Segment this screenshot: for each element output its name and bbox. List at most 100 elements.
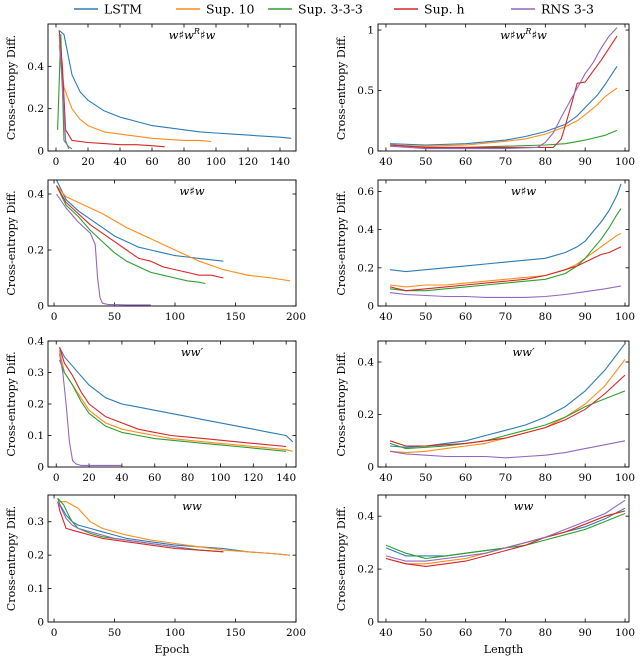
series-line xyxy=(56,185,206,285)
chart-panel: 40 50 60 70 80 90 100 0 0.2 0.4 ww Cross-entropy Di… xyxy=(335,494,635,656)
y-axis-label: Cross-entropy Diff. xyxy=(335,506,348,611)
x-tick-label: 20 xyxy=(82,472,95,484)
legend-label: Sup. 10 xyxy=(206,2,255,17)
x-tick-label: 40 xyxy=(115,472,128,484)
series-line xyxy=(58,353,122,466)
x-tick-label: 40 xyxy=(379,472,392,484)
series-line xyxy=(57,501,291,556)
y-tick-label: 0.3 xyxy=(27,516,44,528)
x-tick-label: 50 xyxy=(419,627,432,639)
x-tick-label: 80 xyxy=(539,156,552,168)
x-axis-label: Epoch xyxy=(155,643,190,656)
series-line xyxy=(58,34,70,150)
x-tick-label: 100 xyxy=(615,156,635,168)
x-tick-label: 60 xyxy=(459,472,472,484)
x-tick-label: 50 xyxy=(419,311,432,323)
x-tick-label: 140 xyxy=(270,156,290,168)
series-line xyxy=(56,185,291,282)
y-axis-label: Cross-entropy Diff. xyxy=(335,35,348,140)
series-line xyxy=(385,499,626,562)
x-tick-label: 70 xyxy=(499,311,512,323)
series-line xyxy=(58,359,287,452)
y-axis-label: Cross-entropy Diff. xyxy=(335,190,348,295)
legend-item: RNS 3-3 xyxy=(511,2,594,17)
x-tick-label: 40 xyxy=(379,311,392,323)
y-tick-label: 0.2 xyxy=(27,550,44,562)
series-line xyxy=(58,30,165,148)
legend-item: Sup. h xyxy=(394,2,465,17)
x-tick-label: 80 xyxy=(177,156,190,168)
y-tick-label: 0.5 xyxy=(357,85,374,97)
x-tick-label: 200 xyxy=(286,627,306,639)
x-tick-label: 70 xyxy=(499,472,512,484)
x-axis-label: Length xyxy=(484,643,523,656)
series-line xyxy=(57,498,291,556)
series-line xyxy=(389,343,626,448)
series-line xyxy=(389,27,618,150)
plot-frame xyxy=(47,340,297,468)
x-tick-label: 50 xyxy=(108,311,121,323)
series-line xyxy=(58,347,287,448)
series-line xyxy=(385,510,626,567)
x-tick-label: 50 xyxy=(108,627,121,639)
y-tick-label: 0.6 xyxy=(357,186,374,198)
legend-item: LSTM xyxy=(74,2,142,17)
series-line xyxy=(57,501,224,553)
y-tick-label: 0.2 xyxy=(27,245,44,257)
chart-panel: 0 20 40 60 80 100 120 140 0 0.1 0.2 0.3 0.4 ww′ Cross-… xyxy=(5,336,297,484)
y-tick-label: 0.4 xyxy=(357,511,374,523)
x-tick-label: 40 xyxy=(113,156,126,168)
x-tick-label: 60 xyxy=(459,311,472,323)
y-tick-label: 0 xyxy=(367,301,374,313)
x-tick-label: 70 xyxy=(499,627,512,639)
x-tick-label: 80 xyxy=(181,472,194,484)
y-tick-label: 0.4 xyxy=(27,336,44,348)
plot-frame xyxy=(47,23,297,152)
y-tick-label: 0.2 xyxy=(27,399,44,411)
y-tick-label: 0.4 xyxy=(27,61,44,73)
y-axis-label: Cross-entropy Diff. xyxy=(5,506,18,611)
panel-title: ww xyxy=(514,499,534,513)
chart-panel: 40 50 60 70 80 90 100 0 0.2 0.4 ww′ Cross-entropy D… xyxy=(335,340,635,484)
x-tick-label: 40 xyxy=(379,627,392,639)
x-tick-label: 60 xyxy=(145,156,158,168)
y-tick-label: 0 xyxy=(37,301,44,313)
legend-label: RNS 3-3 xyxy=(541,2,594,17)
panel-title: ww′ xyxy=(181,345,204,359)
x-tick-label: 100 xyxy=(615,472,635,484)
chart-panel: 0 50 100 150 200 0 0.2 0.4 w♯w Cross-entropy Diff… xyxy=(5,179,306,323)
panel-title: w♯wR♯w xyxy=(500,27,547,42)
x-tick-label: 80 xyxy=(539,472,552,484)
y-tick-label: 0.1 xyxy=(27,430,44,442)
plot-frame xyxy=(47,494,297,623)
series-line xyxy=(57,501,188,550)
y-tick-label: 1 xyxy=(367,25,374,37)
y-tick-label: 0.3 xyxy=(27,367,44,379)
series-line xyxy=(56,193,151,306)
y-tick-label: 0 xyxy=(37,462,44,474)
chart-panel: 0 20 40 60 80 100 120 140 0 0.2 0.4 w♯wR♯w Cross-ent… xyxy=(5,23,297,168)
plot-frame xyxy=(377,23,630,152)
y-tick-label: 0.2 xyxy=(357,564,374,576)
x-tick-label: 200 xyxy=(286,311,306,323)
plot-frame xyxy=(377,179,630,307)
x-tick-label: 90 xyxy=(578,472,591,484)
x-tick-label: 40 xyxy=(379,156,392,168)
series-line xyxy=(389,208,622,292)
chart-panel: 0 50 100 150 200 0 0.1 0.2 0.3 ww Cross-entropy Di… xyxy=(5,494,306,656)
legend: LSTM Sup. 10 Sup. 3-3-3 Sup. h RNS 3-3 xyxy=(74,2,594,17)
y-tick-label: 0.1 xyxy=(27,583,44,595)
series-line xyxy=(389,246,622,292)
x-tick-label: 80 xyxy=(539,311,552,323)
x-tick-label: 20 xyxy=(81,156,94,168)
series-line xyxy=(56,185,224,279)
x-tick-label: 140 xyxy=(276,472,296,484)
legend-label: Sup. h xyxy=(424,2,465,17)
y-tick-label: 0.2 xyxy=(357,409,374,421)
series-line xyxy=(59,347,294,443)
y-tick-label: 0 xyxy=(367,146,374,158)
series-line xyxy=(389,183,622,273)
series-line xyxy=(389,233,622,288)
x-tick-label: 150 xyxy=(225,627,245,639)
